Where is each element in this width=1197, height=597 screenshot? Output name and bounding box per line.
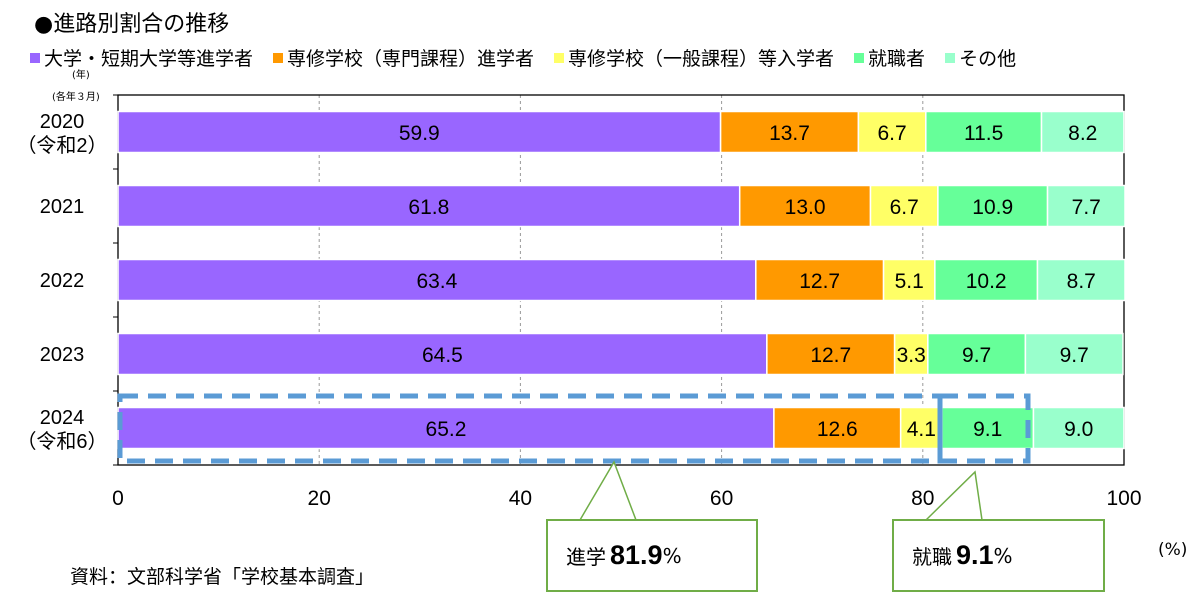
legend-swatch bbox=[854, 52, 865, 63]
x-tick-label: 100 bbox=[1106, 487, 1141, 510]
data-label: 65.2 bbox=[426, 418, 467, 441]
x-tick-label: 80 bbox=[911, 487, 934, 510]
legend-label: 就職者 bbox=[868, 48, 926, 70]
data-label: 6.7 bbox=[878, 122, 907, 145]
y-tick-label: 2024 （令和6） bbox=[16, 407, 107, 453]
y-tick-label: 2020 （令和2） bbox=[16, 111, 107, 157]
y-tick-label-line: （令和2） bbox=[16, 134, 107, 157]
bar-segment bbox=[766, 332, 896, 376]
y-tick-label: 2023 bbox=[40, 344, 85, 366]
y-tick-label-line: 2022 bbox=[40, 270, 85, 292]
data-label: 4.1 bbox=[907, 418, 936, 441]
bar-segment bbox=[857, 110, 927, 154]
legend-label: 専修学校（専門課程）進学者 bbox=[287, 48, 535, 70]
legend-item: 専修学校（専門課程）進学者 bbox=[273, 44, 534, 71]
bar-segment bbox=[1024, 332, 1124, 376]
data-label: 61.8 bbox=[408, 196, 449, 219]
legend-label: 専修学校（一般課程）等入学者 bbox=[568, 48, 835, 70]
highlight-box-advancement bbox=[117, 393, 943, 464]
x-tick-label: 60 bbox=[710, 487, 733, 510]
callout-suffix: % bbox=[662, 543, 682, 568]
legend: 大学・短期大学等進学者 専修学校（専門課程）進学者 専修学校（一般課程）等入学者 就職… bbox=[30, 44, 1016, 71]
data-label: 8.2 bbox=[1068, 122, 1097, 145]
data-label: 63.4 bbox=[416, 270, 457, 293]
bar-segment bbox=[738, 184, 872, 228]
data-label: 11.5 bbox=[964, 122, 1003, 145]
y-tick-label: 2021 bbox=[40, 196, 85, 218]
year-axis-note: (年) bbox=[72, 70, 90, 81]
x-tick-label: 0 bbox=[112, 487, 124, 510]
highlight-box-employment bbox=[937, 393, 1031, 464]
callout-employment: 就職 9.1% bbox=[892, 519, 1105, 592]
bar-segment bbox=[937, 184, 1049, 228]
bar-segment bbox=[1040, 110, 1125, 154]
data-label: 13.7 bbox=[769, 122, 810, 145]
y-tick-label-line: （令和6） bbox=[16, 430, 107, 453]
y-tick-label-line: 2024 bbox=[40, 407, 85, 429]
x-axis-unit: (%) bbox=[1158, 540, 1188, 560]
bar-segment bbox=[1036, 258, 1126, 302]
data-label: 10.9 bbox=[972, 196, 1013, 219]
bar-segment bbox=[117, 110, 722, 154]
legend-item: 専修学校（一般課程）等入学者 bbox=[554, 44, 834, 71]
bar-segment bbox=[117, 258, 757, 302]
data-label: 9.1 bbox=[973, 418, 1002, 441]
callout-pointer bbox=[925, 470, 983, 521]
data-label: 12.7 bbox=[810, 344, 851, 367]
data-label: 9.7 bbox=[1060, 344, 1089, 367]
data-label: 59.9 bbox=[399, 122, 440, 145]
data-label: 64.5 bbox=[422, 344, 463, 367]
bar-segment bbox=[925, 110, 1043, 154]
bar-segment bbox=[117, 184, 741, 228]
data-label: 9.7 bbox=[962, 344, 991, 367]
legend-item: 大学・短期大学等進学者 bbox=[30, 44, 253, 71]
callout-suffix: % bbox=[993, 543, 1013, 568]
data-label: 13.0 bbox=[785, 196, 826, 219]
bar-segment bbox=[755, 258, 885, 302]
legend-item: その他 bbox=[945, 44, 1016, 71]
data-label: 7.7 bbox=[1072, 196, 1101, 219]
callout-value: 81.9 bbox=[610, 540, 663, 570]
y-tick-label: 2022 bbox=[40, 270, 85, 292]
callout-value: 9.1 bbox=[956, 540, 994, 570]
x-tick-label: 20 bbox=[308, 487, 331, 510]
month-note: (各年３月) bbox=[52, 92, 100, 103]
y-tick-label-line: 2021 bbox=[40, 196, 85, 218]
callout-label: 就職 bbox=[912, 545, 952, 569]
data-label: 12.6 bbox=[817, 418, 858, 441]
callout-pointer bbox=[579, 460, 637, 521]
bar-segment bbox=[117, 332, 768, 376]
bar-segment bbox=[893, 332, 929, 376]
data-label: 12.7 bbox=[799, 270, 840, 293]
legend-label: その他 bbox=[959, 48, 1017, 70]
data-label: 9.0 bbox=[1064, 418, 1093, 441]
legend-swatch bbox=[554, 52, 565, 63]
data-label: 8.7 bbox=[1067, 270, 1096, 293]
bar-segment bbox=[719, 110, 860, 154]
legend-label: 大学・短期大学等進学者 bbox=[44, 48, 254, 70]
data-label: 10.2 bbox=[966, 270, 1007, 293]
legend-swatch bbox=[945, 52, 956, 63]
bar-segment bbox=[1046, 184, 1126, 228]
legend-swatch bbox=[273, 52, 284, 63]
data-label: 5.1 bbox=[895, 270, 924, 293]
x-tick-label: 40 bbox=[509, 487, 532, 510]
y-tick-label-line: 2020 bbox=[40, 111, 85, 133]
bar-segment bbox=[773, 406, 902, 450]
y-tick-label-line: 2023 bbox=[40, 344, 85, 366]
data-label: 6.7 bbox=[890, 196, 919, 219]
callout-advancement: 進学 81.9% bbox=[546, 519, 758, 592]
callout-label: 進学 bbox=[566, 545, 606, 569]
bar-segment bbox=[1032, 406, 1125, 450]
data-label: 3.3 bbox=[897, 344, 926, 367]
legend-swatch bbox=[30, 52, 40, 63]
bar-segment bbox=[927, 332, 1027, 376]
chart-title: ●進路別割合の推移 bbox=[34, 12, 230, 37]
legend-item: 就職者 bbox=[854, 44, 925, 71]
source-note: 資料：文部科学省「学校基本調査」 bbox=[70, 566, 375, 588]
